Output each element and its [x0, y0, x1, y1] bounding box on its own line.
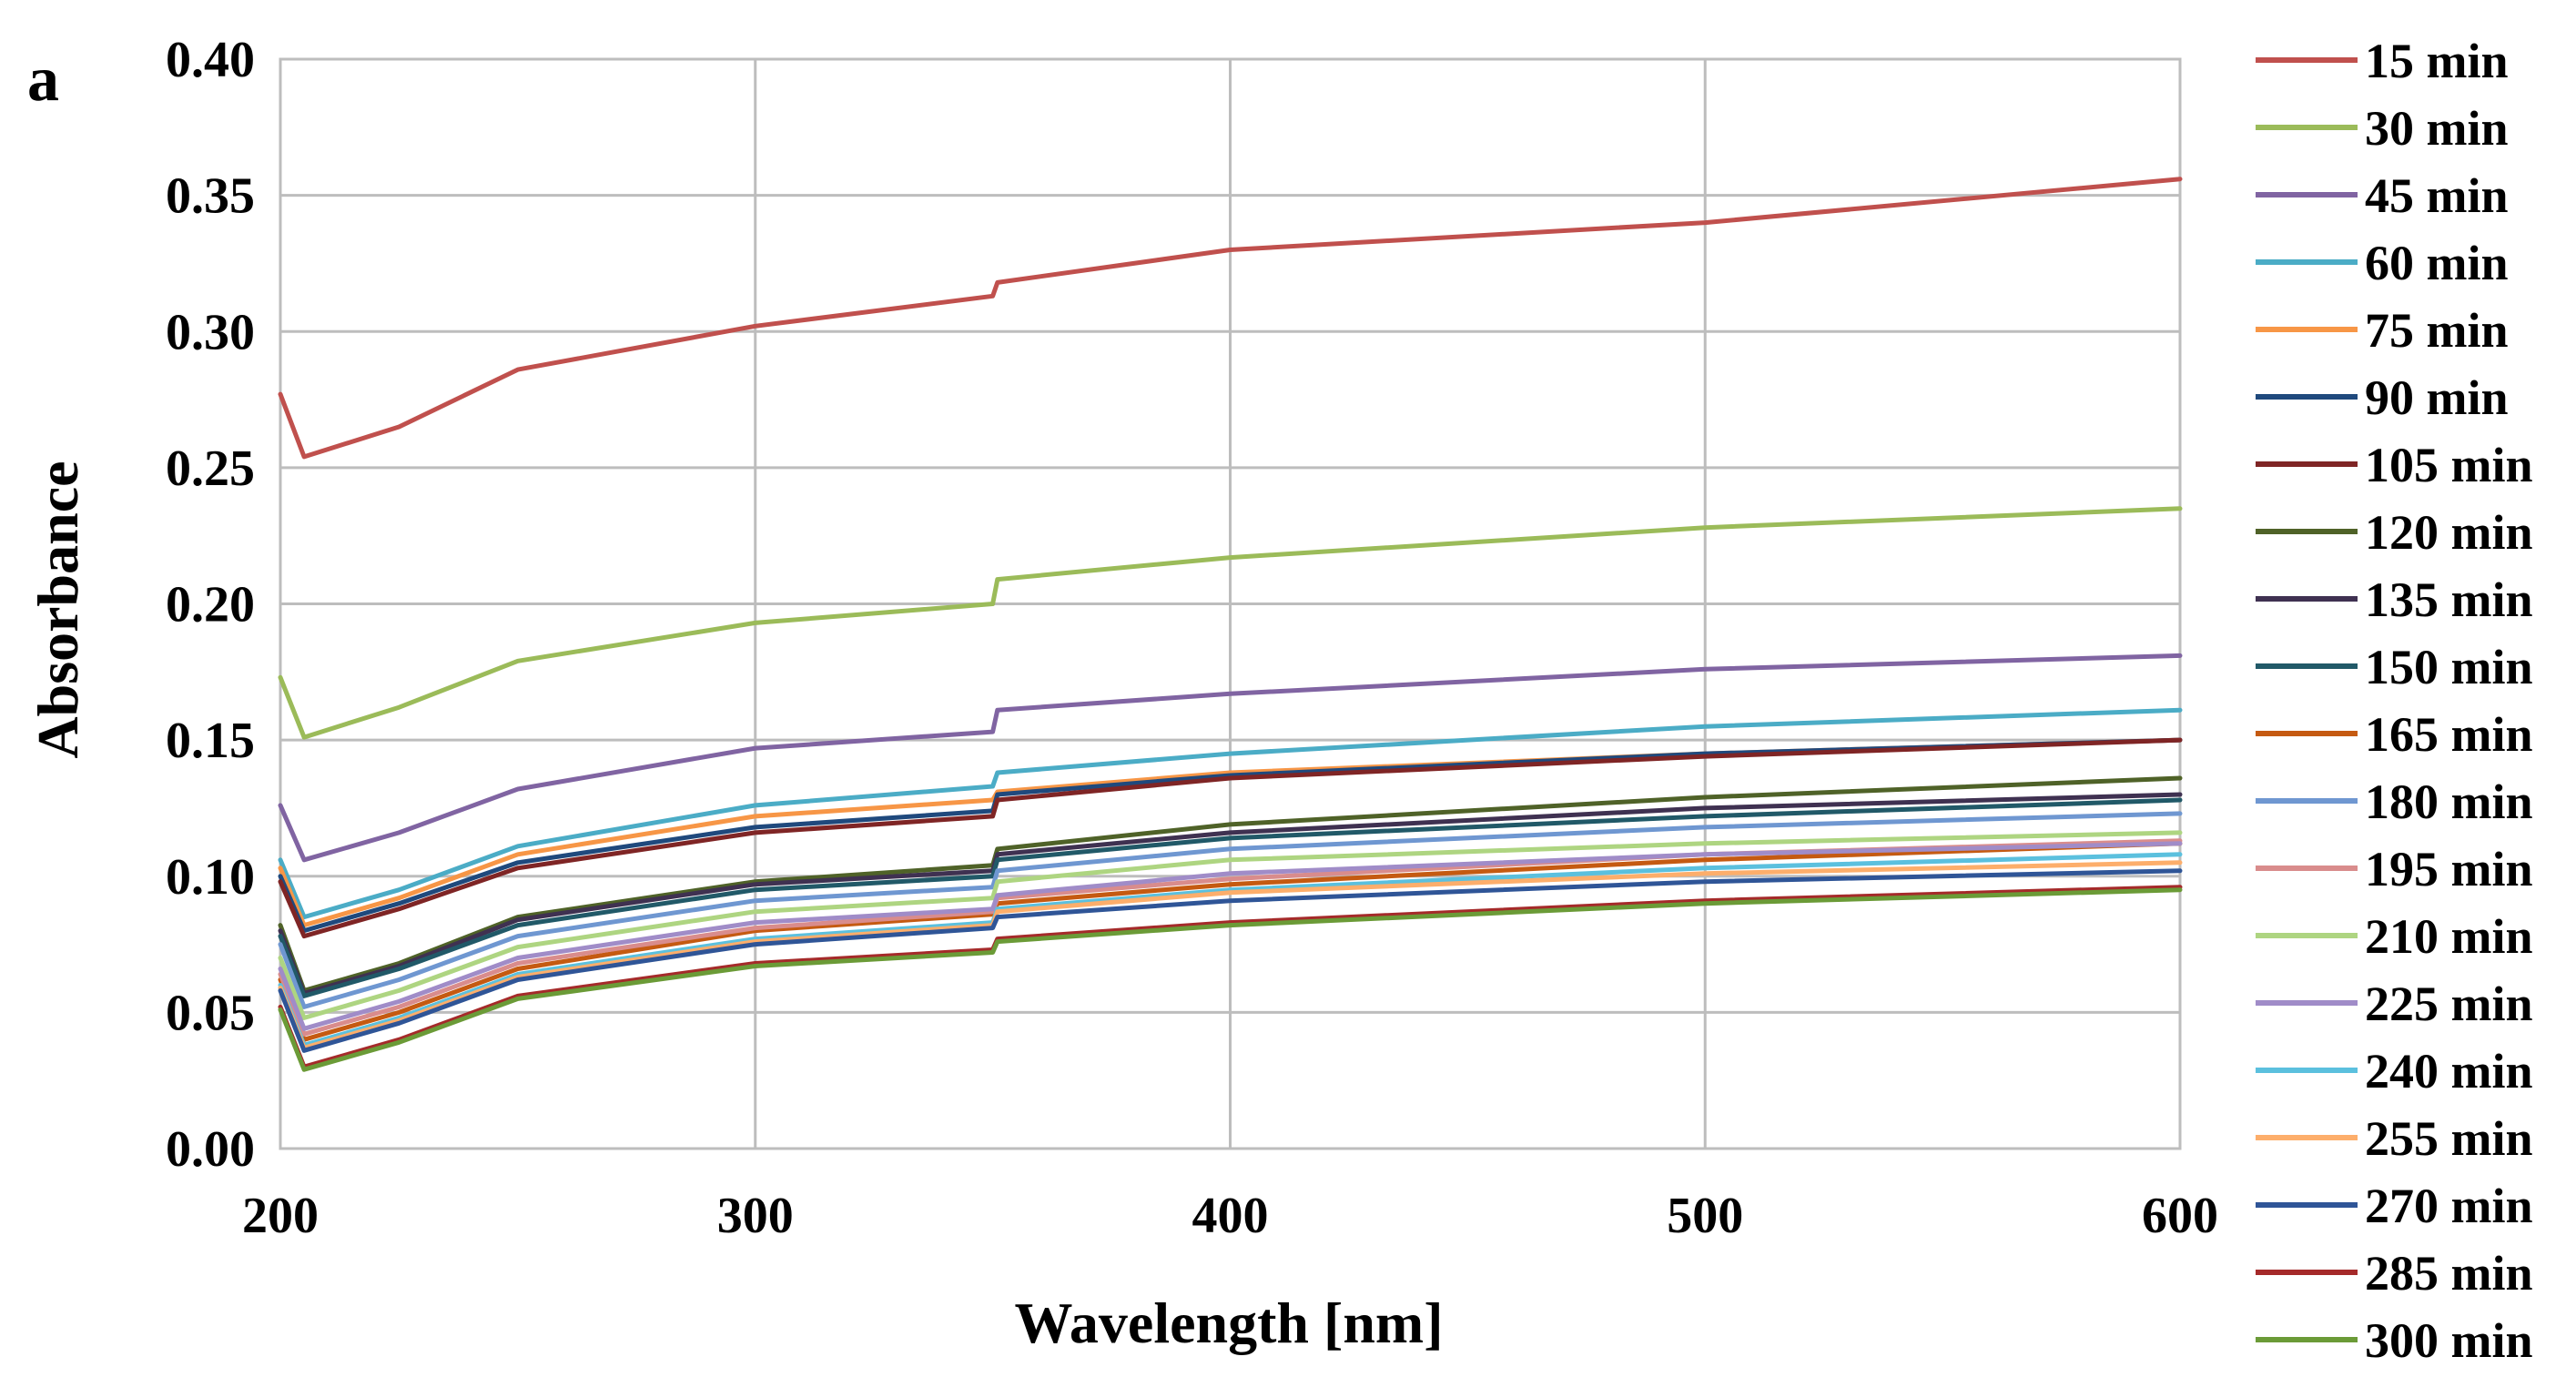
legend-label: 45 min: [2365, 168, 2509, 223]
series-lines: [278, 177, 2183, 1072]
y-tick-label: 0.40: [166, 32, 255, 88]
x-tick-label: 200: [242, 1188, 319, 1244]
series-line-225-min: [278, 841, 2183, 1031]
y-tick-label: 0.05: [166, 985, 255, 1041]
legend-label: 75 min: [2365, 303, 2509, 358]
legend-label: 225 min: [2365, 977, 2533, 1031]
series-line-195-min: [278, 838, 2183, 1037]
x-tick-label: 600: [2142, 1188, 2218, 1244]
x-tick-label: 300: [717, 1188, 794, 1244]
series-line-30-min: [278, 506, 2183, 740]
legend-label: 15 min: [2365, 34, 2509, 88]
grid: [279, 57, 2182, 1150]
series-line-60-min: [278, 707, 2183, 920]
series-line-135-min: [278, 792, 2183, 996]
legend-label: 60 min: [2365, 236, 2509, 290]
legend-label: 285 min: [2365, 1246, 2533, 1301]
legend: 15 min 30 min 45 min 60 min 75 min 90 min 105 …: [2256, 34, 2533, 1368]
series-line-285-min: [278, 885, 2183, 1069]
series-line-165-min: [278, 841, 2183, 1042]
legend-label: 30 min: [2365, 101, 2509, 156]
y-tick-label: 0.00: [166, 1121, 255, 1178]
series-line-300-min: [278, 887, 2183, 1072]
x-tick-label: 500: [1667, 1188, 1743, 1244]
legend-label: 240 min: [2365, 1044, 2533, 1098]
x-tick-label: 400: [1192, 1188, 1269, 1244]
legend-label: 105 min: [2365, 438, 2533, 492]
legend-label: 150 min: [2365, 640, 2533, 694]
y-tick-label: 0.10: [166, 849, 255, 906]
series-line-210-min: [278, 830, 2183, 1020]
legend-label: 255 min: [2365, 1111, 2533, 1166]
legend-label: 210 min: [2365, 909, 2533, 964]
axes: 0.00 0.05 0.10 0.15 0.20 0.25 0.30 0.35 0.40 200 3…: [166, 32, 2218, 1244]
legend-label: 180 min: [2365, 774, 2533, 829]
y-tick-label: 0.35: [166, 168, 255, 225]
legend-label: 120 min: [2365, 505, 2533, 560]
series-line-105-min: [278, 737, 2183, 939]
y-tick-label: 0.15: [166, 713, 255, 769]
series-line-90-min: [278, 737, 2183, 934]
series-line-15-min: [278, 177, 2183, 460]
y-tick-label: 0.20: [166, 577, 255, 633]
series-line-45-min: [278, 653, 2183, 863]
legend-label: 270 min: [2365, 1179, 2533, 1233]
y-tick-label: 0.30: [166, 304, 255, 360]
series-line-270-min: [278, 868, 2183, 1053]
series-line-180-min: [278, 811, 2183, 1009]
legend-label: 135 min: [2365, 572, 2533, 627]
series-line-240-min: [278, 852, 2183, 1048]
legend-label: 300 min: [2365, 1313, 2533, 1368]
panel-label: a: [27, 45, 59, 115]
series-line-150-min: [278, 797, 2183, 998]
series-line-120-min: [278, 775, 2183, 993]
legend-label: 90 min: [2365, 370, 2509, 425]
plot-area-border: [279, 57, 2182, 1150]
legend-label: 195 min: [2365, 842, 2533, 896]
legend-label: 165 min: [2365, 707, 2533, 762]
x-axis-title: Wavelength [nm]: [1014, 1291, 1443, 1355]
y-tick-label: 0.25: [166, 440, 255, 497]
y-axis-title: Absorbance: [25, 461, 90, 758]
series-line-255-min: [278, 860, 2183, 1050]
